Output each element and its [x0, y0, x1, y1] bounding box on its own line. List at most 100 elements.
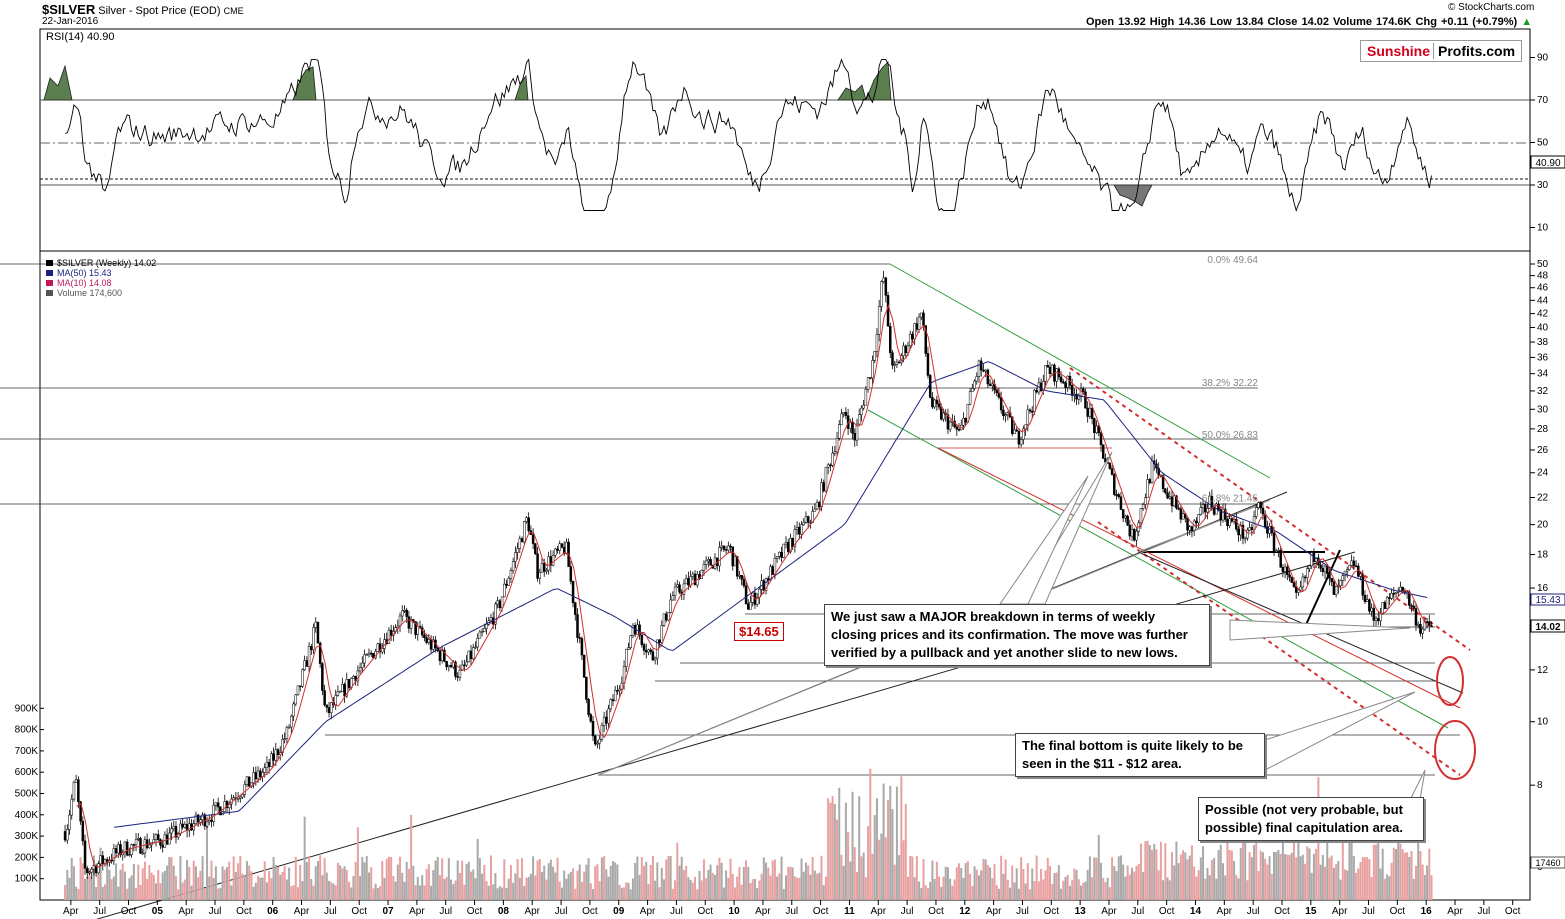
price-bar-body: [1130, 529, 1134, 537]
volume-bar: [1062, 880, 1065, 900]
volume-bar: [401, 872, 404, 900]
volume-bar: [869, 768, 872, 900]
rsi-fill-2010: [837, 84, 867, 101]
price-bar-body: [341, 684, 344, 692]
price-bar-body: [928, 375, 932, 398]
volume-bar: [760, 873, 763, 900]
volume-bar: [348, 881, 351, 900]
volume-bar: [192, 860, 195, 900]
volume-bar: [390, 856, 393, 900]
volume-bar: [159, 883, 162, 900]
price-bar-body: [576, 614, 579, 638]
volume-bar: [1011, 865, 1014, 900]
volume-bar: [1417, 839, 1420, 900]
volume-bar: [135, 887, 138, 900]
price-bar-body: [1428, 621, 1431, 626]
volume-bar: [702, 859, 705, 900]
x-tick-label: Oct: [813, 906, 829, 917]
volume-bar: [350, 887, 353, 900]
price-bar-body: [1024, 424, 1027, 430]
price-bar-body: [465, 661, 468, 666]
x-tick-label: Apr: [63, 906, 79, 917]
price-bar-body: [130, 844, 133, 855]
price-bar-body: [891, 352, 894, 366]
price-bar-body: [1223, 508, 1227, 520]
price-bar-body: [223, 801, 227, 813]
price-tick-label: 30: [1537, 404, 1549, 415]
volume-bar: [452, 884, 455, 900]
price-bar-body: [1117, 494, 1120, 498]
volume-bar: [523, 885, 526, 900]
volume-bar: [851, 791, 854, 900]
volume-bar: [201, 856, 204, 900]
x-tick-label: 16: [1421, 906, 1433, 917]
close-tag: 14.02: [1530, 619, 1565, 633]
price-bar-body: [1190, 526, 1194, 531]
volume-bar: [804, 862, 807, 900]
price-bar-body: [252, 772, 255, 784]
volume-bar: [971, 886, 974, 900]
volume-bar: [946, 867, 949, 900]
volume-bar: [844, 802, 847, 900]
volume-bar: [922, 859, 925, 900]
price-bar-body: [514, 552, 517, 562]
price-bar-body: [667, 612, 670, 621]
volume-bar: [918, 881, 921, 900]
volume-bar: [234, 871, 237, 900]
volume-bar: [481, 873, 484, 900]
x-tick-label: Jul: [439, 906, 452, 917]
price-bar-body: [538, 572, 542, 579]
price-bar-body: [1250, 527, 1254, 530]
volume-bar: [518, 877, 521, 900]
volume-bar: [372, 888, 375, 900]
price-bar-body: [877, 306, 881, 335]
price-bar-body: [1419, 624, 1422, 634]
price-bar-body: [174, 826, 178, 838]
volume-bar: [1210, 860, 1213, 900]
volume-bar: [385, 858, 388, 900]
price-bar-body: [1019, 439, 1023, 445]
volume-bar: [842, 865, 845, 900]
volume-bar: [174, 876, 177, 900]
price-bar-body: [1166, 492, 1169, 499]
price-bar-body: [786, 541, 790, 553]
volume-bar: [1195, 876, 1198, 900]
price-bar-body: [1359, 573, 1362, 577]
horizontal-reference-lines: [0, 263, 1460, 776]
price-bar-body: [74, 779, 78, 783]
volume-bar: [1148, 845, 1151, 900]
fib-label: 0.0% 49.64: [1207, 255, 1258, 266]
volume-bar: [1173, 865, 1176, 900]
volume-bar: [616, 864, 619, 900]
x-tick-label: Oct: [1274, 906, 1290, 917]
price-bar-body: [1345, 569, 1349, 572]
volume-bar: [578, 864, 581, 900]
price-bar-body: [1033, 390, 1036, 413]
price-bar-body: [649, 649, 652, 652]
price-bar-body: [884, 277, 888, 296]
volume-bar: [1217, 849, 1220, 900]
pointer-5: [1409, 769, 1426, 801]
price-bar-body: [485, 624, 488, 629]
price-bar-body: [125, 841, 129, 856]
volume-bar: [172, 865, 175, 900]
volume-bar: [226, 867, 229, 900]
volume-bar: [705, 878, 708, 900]
price-bar-body: [72, 781, 76, 800]
volume-bar: [139, 884, 142, 900]
volume-bar: [623, 887, 626, 900]
price-bar-body: [361, 662, 364, 668]
volume-bar: [1046, 857, 1049, 900]
price-bar-body: [170, 828, 173, 834]
volume-bar: [1055, 872, 1058, 900]
volume-bar: [895, 786, 898, 900]
price-axis-ticks: 5048464442403836343230282624222018161412…: [1530, 259, 1549, 873]
volume-bar: [263, 861, 266, 900]
price-bar-body: [651, 651, 655, 661]
volume-bar: [969, 873, 972, 900]
price-bar-body: [1139, 508, 1143, 524]
volume-bar: [1408, 856, 1411, 900]
volume-bar: [749, 883, 752, 900]
price-bar-body: [869, 377, 872, 379]
volume-bar: [1144, 841, 1147, 900]
